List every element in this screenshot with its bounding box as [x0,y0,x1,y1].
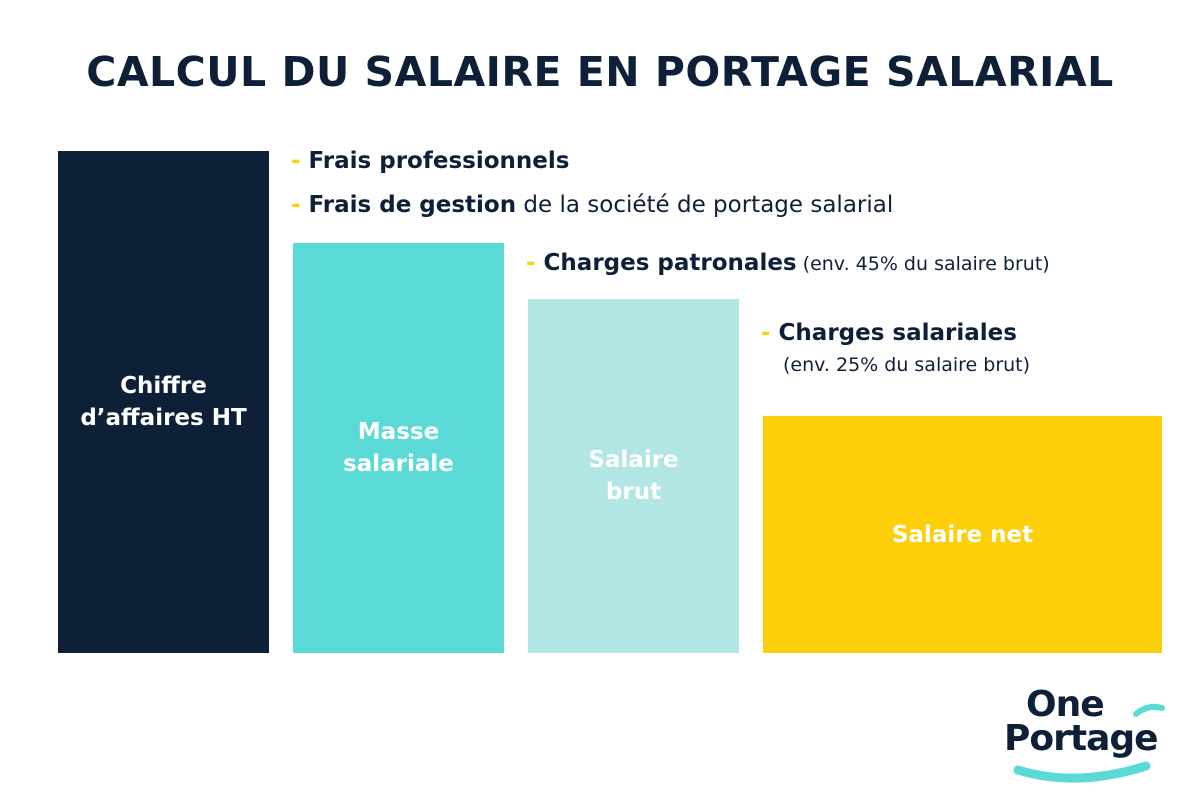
deduction-charges-patronales: - Charges patronales (env. 45% du salaire… [526,250,1050,276]
deduction-charges-salariales-label: Charges salariales [778,320,1017,346]
deduction-charges-patronales-note: (env. 45% du salaire brut) [796,253,1050,275]
deduction-frais-gestion-label: Frais de gestion [308,192,517,218]
bar-masse-salariale-label-line2: salariale [343,451,454,477]
bar-salaire-net: Salaire net [763,416,1162,653]
deduction-charges-salariales-note: (env. 25% du salaire brut) [783,354,1031,376]
logo-word-one: One [1026,684,1105,725]
dash-marker: - [291,192,301,218]
bar-salaire-net-label: Salaire net [891,521,1034,548]
logo-swoosh-icon [1013,703,1165,783]
dash-marker: - [761,320,771,346]
dash-marker: - [291,148,301,174]
bar-salaire-brut: Salaire brut [528,299,739,653]
deduction-frais-gestion: - Frais de gestion de la société de porta… [291,192,893,218]
deduction-frais-gestion-detail: de la société de portage salarial [516,192,894,218]
logo-word-portage: Portage [1004,718,1159,759]
bar-chiffre-affaires: Chiffre d’affaires HT [58,151,269,653]
deduction-charges-patronales-label: Charges patronales [543,250,797,276]
page-title: CALCUL DU SALAIRE EN PORTAGE SALARIAL [86,48,1114,96]
bar-salaire-brut-label-line2: brut [605,479,662,505]
bar-masse-salariale: Masse salariale [293,243,504,653]
bar-chiffre-affaires-label-line2: d’affaires HT [80,405,247,431]
dash-marker: - [526,250,536,276]
deduction-charges-salariales: - Charges salariales [761,320,1017,346]
bar-chiffre-affaires-label-line1: Chiffre [120,373,207,399]
one-portage-logo: One Portage [996,684,1176,784]
deduction-frais-professionnels: - Frais professionnels [291,148,569,174]
bar-masse-salariale-label-line1: Masse [357,419,440,445]
bar-salaire-brut-label-line1: Salaire [588,447,679,473]
deduction-frais-professionnels-label: Frais professionnels [308,148,570,174]
